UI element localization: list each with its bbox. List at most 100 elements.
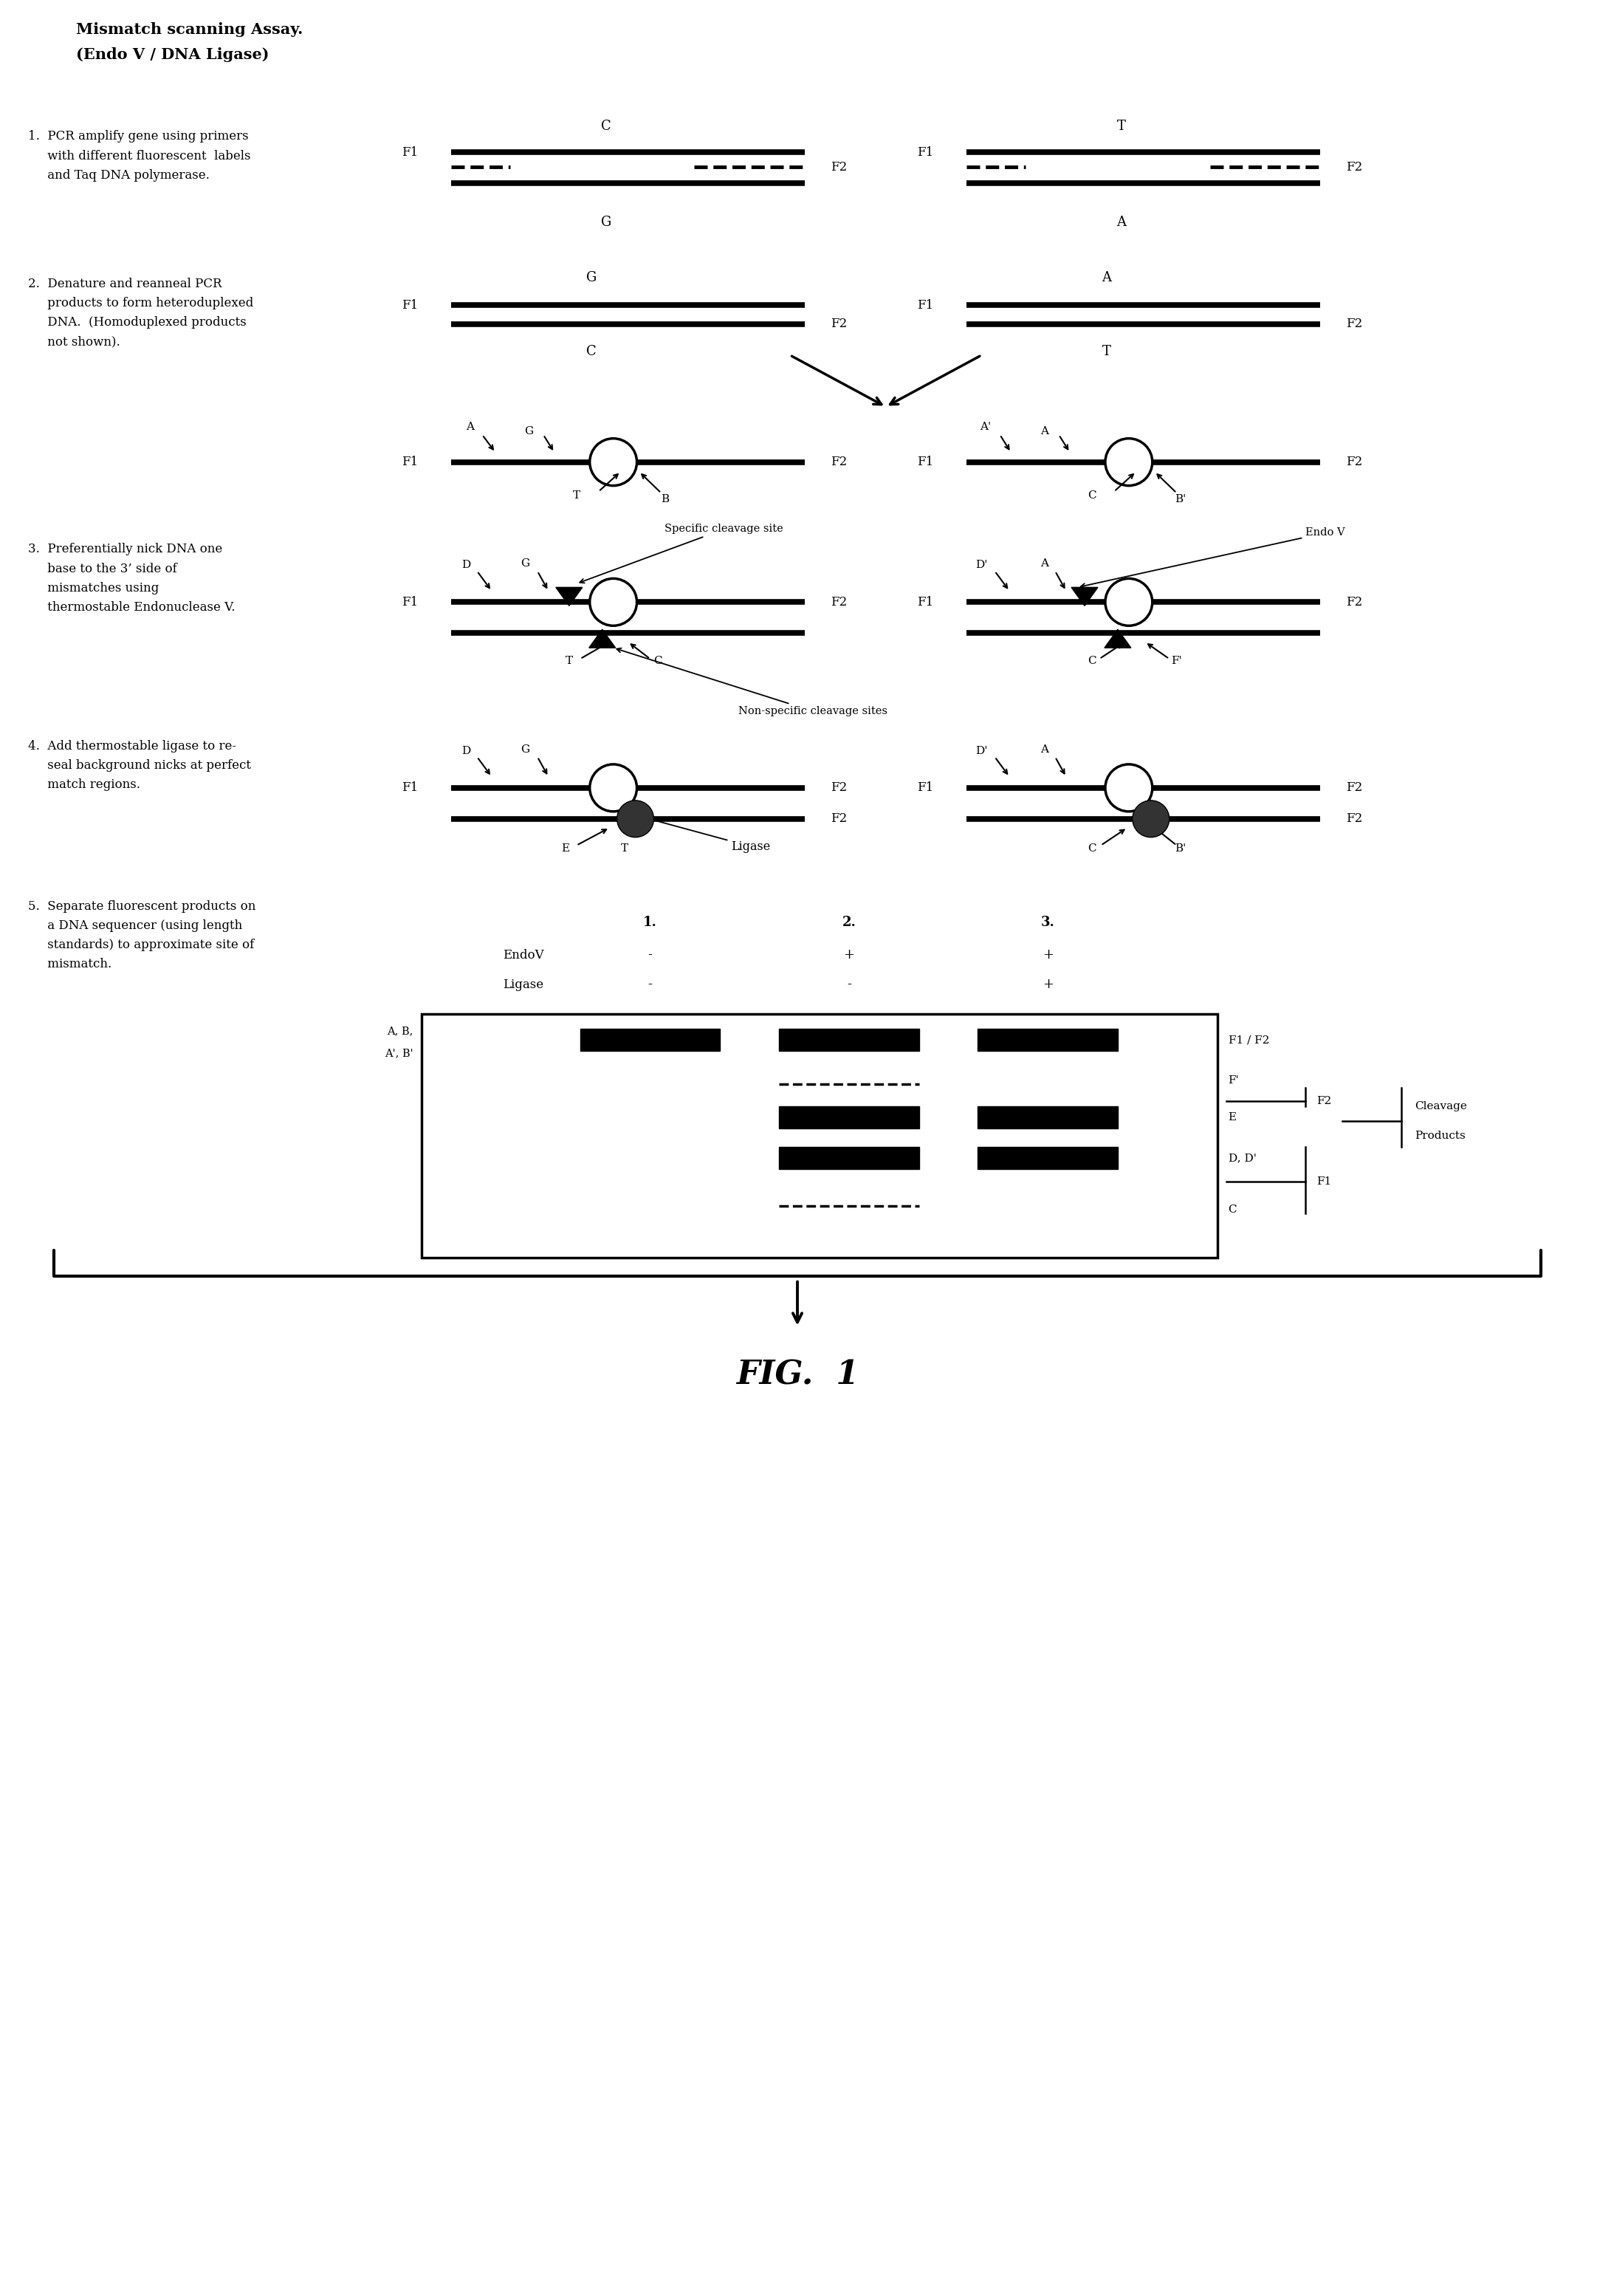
- Polygon shape: [556, 588, 583, 606]
- Circle shape: [616, 801, 653, 838]
- Text: T: T: [621, 843, 628, 854]
- Text: 2.  Denature and reanneal PCR
     products to form heteroduplexed
     DNA.  (H: 2. Denature and reanneal PCR products to…: [27, 278, 254, 349]
- Text: T: T: [1116, 119, 1126, 133]
- Text: F1: F1: [1316, 1178, 1332, 1187]
- Text: +: +: [1043, 948, 1054, 962]
- Text: A', B': A', B': [385, 1047, 414, 1058]
- Text: A: A: [1040, 427, 1048, 436]
- Text: F2: F2: [830, 813, 846, 824]
- Text: C: C: [653, 657, 661, 666]
- Text: F2: F2: [1346, 457, 1362, 468]
- Text: F2: F2: [830, 597, 846, 608]
- Bar: [977, 1148, 1118, 1169]
- Text: B: B: [661, 494, 669, 505]
- Text: F2: F2: [1346, 781, 1362, 794]
- Text: C: C: [1088, 489, 1096, 501]
- Text: Specific cleavage site: Specific cleavage site: [580, 523, 784, 583]
- Text: F1 / F2: F1 / F2: [1228, 1035, 1270, 1045]
- Polygon shape: [1105, 629, 1131, 647]
- Bar: [779, 1107, 918, 1127]
- Text: F1: F1: [917, 597, 934, 608]
- Text: A: A: [466, 422, 474, 432]
- Text: F2: F2: [1316, 1095, 1332, 1107]
- Text: T: T: [1102, 344, 1112, 358]
- Text: F2: F2: [1346, 597, 1362, 608]
- Text: F': F': [1228, 1075, 1239, 1086]
- Text: 3.  Preferentially nick DNA one
     base to the 3’ side of
     mismatches usin: 3. Preferentially nick DNA one base to t…: [27, 544, 235, 613]
- Text: C: C: [1088, 843, 1096, 854]
- Text: C: C: [600, 119, 612, 133]
- Text: E: E: [561, 843, 570, 854]
- Text: G: G: [586, 271, 596, 285]
- Text: F2: F2: [1346, 161, 1362, 174]
- Text: 1.  PCR amplify gene using primers
     with different fluorescent  labels
     : 1. PCR amplify gene using primers with d…: [27, 131, 251, 181]
- Text: G: G: [521, 558, 530, 569]
- Bar: [977, 1029, 1118, 1052]
- Text: T: T: [565, 657, 573, 666]
- Text: F1: F1: [917, 298, 934, 312]
- Text: F1: F1: [402, 597, 418, 608]
- Text: 2.: 2.: [842, 916, 856, 928]
- Text: F1: F1: [917, 781, 934, 794]
- Text: -: -: [648, 948, 652, 962]
- Bar: [779, 1148, 918, 1169]
- Text: FIG.  1: FIG. 1: [736, 1359, 859, 1391]
- Text: A: A: [1116, 216, 1126, 230]
- Text: Ligase: Ligase: [503, 978, 543, 992]
- Bar: [779, 1029, 918, 1052]
- Text: Mismatch scanning Assay.: Mismatch scanning Assay.: [75, 23, 303, 37]
- Polygon shape: [589, 629, 615, 647]
- Text: (Endo V / DNA Ligase): (Endo V / DNA Ligase): [75, 46, 268, 62]
- Polygon shape: [1072, 588, 1097, 606]
- Text: -: -: [846, 978, 851, 992]
- Text: D: D: [462, 746, 471, 755]
- Text: Non-specific cleavage sites: Non-specific cleavage sites: [616, 647, 888, 716]
- Text: G: G: [521, 744, 530, 755]
- Text: D': D': [976, 560, 987, 569]
- Text: C: C: [586, 344, 596, 358]
- Text: F2: F2: [830, 781, 846, 794]
- Text: 1.: 1.: [644, 916, 656, 928]
- Text: F2: F2: [830, 161, 846, 174]
- Text: F1: F1: [402, 781, 418, 794]
- Text: F2: F2: [830, 317, 846, 331]
- Text: A, B,: A, B,: [386, 1026, 414, 1035]
- Text: Endo V: Endo V: [1081, 528, 1345, 588]
- Text: C: C: [1228, 1205, 1236, 1215]
- Text: B': B': [1175, 843, 1187, 854]
- Text: F1: F1: [402, 298, 418, 312]
- Text: F': F': [1171, 657, 1182, 666]
- Text: B': B': [1175, 494, 1187, 505]
- Text: F2: F2: [830, 457, 846, 468]
- Bar: [977, 1107, 1118, 1127]
- Text: +: +: [1043, 978, 1054, 992]
- Text: E: E: [1228, 1111, 1236, 1123]
- Text: F1: F1: [917, 457, 934, 468]
- Text: A: A: [1102, 271, 1112, 285]
- Text: G: G: [600, 216, 612, 230]
- Text: T: T: [573, 489, 580, 501]
- Text: F2: F2: [1346, 813, 1362, 824]
- Circle shape: [1132, 801, 1169, 838]
- Text: D: D: [462, 560, 471, 569]
- Text: 4.  Add thermostable ligase to re-
     seal background nicks at perfect
     ma: 4. Add thermostable ligase to re- seal b…: [27, 739, 251, 792]
- Text: EndoV: EndoV: [503, 948, 545, 962]
- Text: A: A: [1040, 744, 1048, 755]
- Text: F1: F1: [917, 147, 934, 158]
- Text: F1: F1: [402, 147, 418, 158]
- Text: Cleavage: Cleavage: [1415, 1102, 1468, 1111]
- Text: Ligase: Ligase: [639, 815, 770, 852]
- Text: A': A': [979, 422, 990, 432]
- Text: -: -: [648, 978, 652, 992]
- Text: Products: Products: [1415, 1130, 1466, 1141]
- Text: D': D': [976, 746, 987, 755]
- Text: A: A: [1040, 558, 1048, 569]
- Text: 5.  Separate fluorescent products on
     a DNA sequencer (using length
     sta: 5. Separate fluorescent products on a DN…: [27, 900, 256, 971]
- Text: 3.: 3.: [1041, 916, 1054, 928]
- Bar: [580, 1029, 720, 1052]
- Bar: [422, 1015, 1217, 1258]
- Text: G: G: [524, 427, 533, 436]
- Text: F2: F2: [1346, 317, 1362, 331]
- Text: F1: F1: [402, 457, 418, 468]
- Text: +: +: [843, 948, 854, 962]
